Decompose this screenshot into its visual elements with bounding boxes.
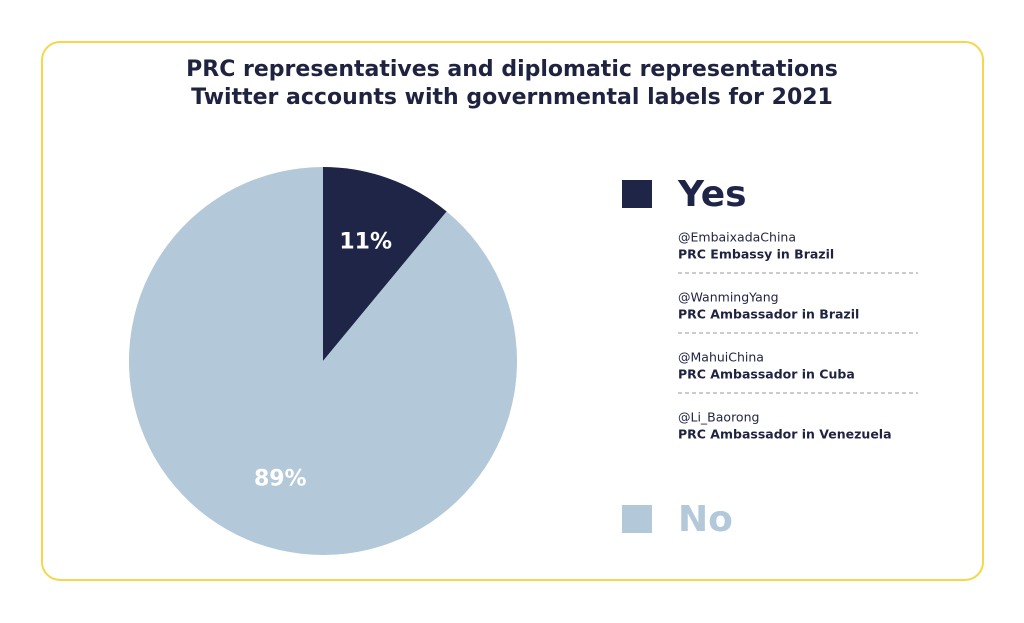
account-handle: @Li_Baorong	[678, 410, 759, 425]
account-handle: @EmbaixadaChina	[678, 230, 796, 245]
chart-title: PRC representatives and diplomatic repre…	[186, 57, 838, 82]
legend-swatch	[622, 505, 652, 533]
chart-title: Twitter accounts with governmental label…	[191, 85, 833, 110]
account-role: PRC Ambassador in Venezuela	[678, 427, 892, 442]
account-role: PRC Ambassador in Brazil	[678, 307, 859, 322]
legend-swatch	[622, 180, 652, 208]
slice-label: 89%	[254, 467, 307, 492]
pie-slice	[128, 167, 517, 555]
account-role: PRC Embassy in Brazil	[678, 247, 834, 262]
slice-label: 11%	[339, 229, 392, 254]
account-role: PRC Ambassador in Cuba	[678, 367, 855, 382]
legend-label: No	[678, 499, 733, 540]
account-handle: @MahuiChina	[678, 350, 764, 365]
account-handle: @WanmingYang	[678, 290, 779, 305]
legend-label: Yes	[677, 174, 747, 215]
pie-slice	[323, 167, 447, 361]
